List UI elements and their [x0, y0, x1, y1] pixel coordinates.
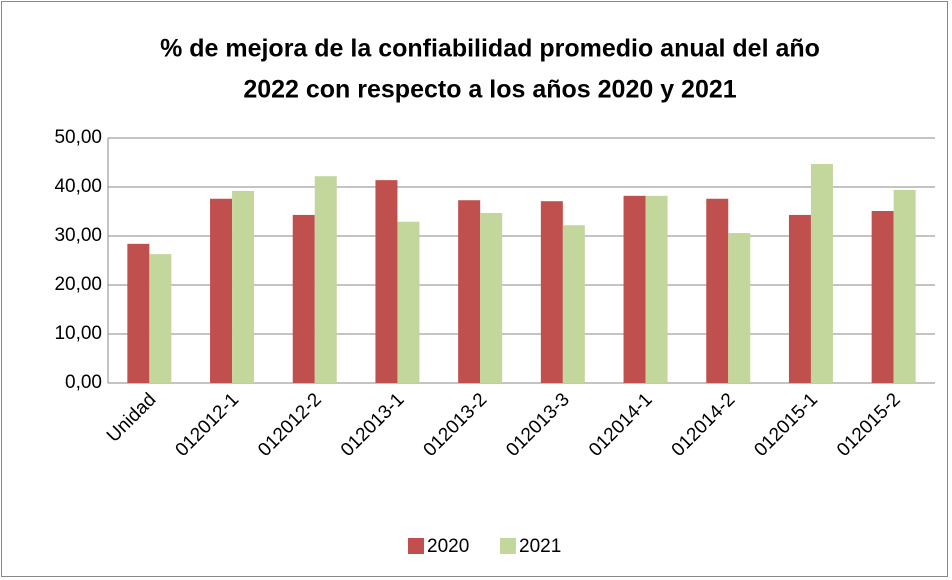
- bar: [149, 254, 172, 383]
- bar: [127, 243, 150, 383]
- y-tick-label: 50,00: [54, 127, 102, 148]
- bar: [562, 225, 585, 383]
- legend-swatch: [408, 538, 424, 554]
- bar: [292, 214, 315, 383]
- y-tick-label: 20,00: [54, 274, 102, 295]
- bar: [458, 200, 481, 383]
- legend-label: 2021: [519, 536, 561, 557]
- bar: [397, 221, 420, 383]
- bar: [232, 190, 255, 383]
- bar: [375, 180, 398, 383]
- legend-label: 2020: [427, 536, 469, 557]
- bar: [788, 214, 811, 383]
- bar: [706, 198, 729, 383]
- y-tick-label: 40,00: [54, 176, 102, 197]
- bar: [893, 189, 916, 383]
- y-tick-label: 10,00: [54, 323, 102, 344]
- bar: [480, 212, 503, 383]
- legend-swatch: [500, 538, 516, 554]
- bar: [210, 198, 233, 383]
- bar: [728, 233, 751, 383]
- bar: [623, 195, 646, 383]
- bar: [810, 163, 833, 383]
- y-tick-label: 30,00: [54, 225, 102, 246]
- bar: [645, 195, 668, 383]
- bar: [314, 176, 337, 383]
- chart-title: 2022 con respecto a los años 2020 y 2021: [243, 76, 736, 104]
- chart-title: % de mejora de la confiabilidad promedio…: [160, 35, 820, 63]
- bar: [871, 211, 894, 383]
- bar: [540, 201, 563, 383]
- y-tick-label: 0,00: [65, 372, 102, 393]
